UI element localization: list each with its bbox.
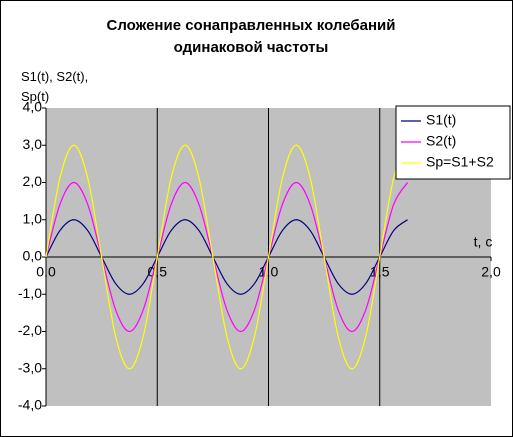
- legend-label: S2(t): [426, 133, 456, 149]
- y-axis-label: S1(t), S2(t), Sp(t): [21, 69, 89, 104]
- y-tick-label: -1,0: [18, 285, 42, 301]
- series-line: [45, 144, 409, 370]
- legend-label: Sp=S1+S2: [426, 154, 494, 170]
- y-tick-label: 3,0: [23, 136, 43, 152]
- y-tick-label: -2,0: [18, 322, 42, 338]
- series-line: [45, 181, 409, 333]
- y-tick-label: 2,0: [23, 173, 43, 189]
- chart-title: Сложение сонаправленных колебаний одинак…: [106, 17, 396, 56]
- y-tick-label: -4,0: [18, 397, 42, 413]
- legend: S1(t) S2(t) Sp=S1+S2: [395, 105, 511, 180]
- y-tick-label: 1,0: [23, 210, 43, 226]
- x-axis-label: t, c: [474, 234, 493, 250]
- y-tick-label: 0,0: [23, 248, 43, 264]
- y-tick-label: -3,0: [18, 359, 42, 375]
- legend-label: S1(t): [426, 112, 456, 128]
- x-tick-label: 2,0: [481, 264, 501, 280]
- y-tick-label: 4,0: [23, 99, 43, 115]
- series-line: [45, 219, 408, 295]
